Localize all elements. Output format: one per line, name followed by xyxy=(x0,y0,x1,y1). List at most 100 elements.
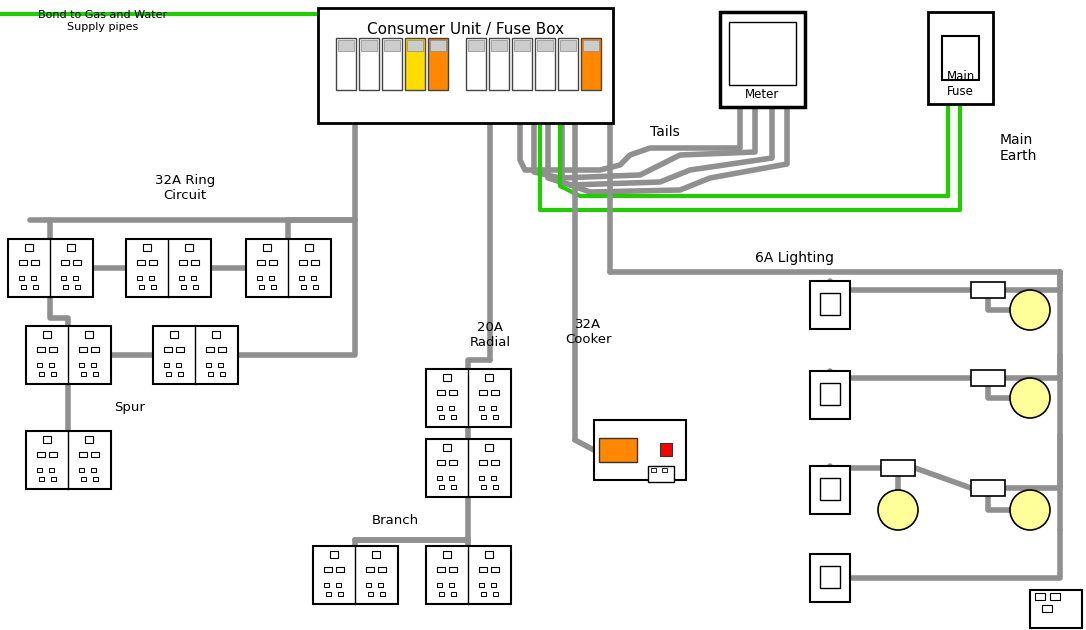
Bar xyxy=(85,436,93,443)
Text: Bond to Gas and Water
Supply pipes: Bond to Gas and Water Supply pipes xyxy=(38,10,167,32)
Bar xyxy=(39,477,43,481)
Bar xyxy=(166,372,171,376)
Bar xyxy=(25,431,111,489)
Bar xyxy=(437,583,442,587)
Bar xyxy=(558,38,578,90)
Bar xyxy=(481,592,487,596)
Bar xyxy=(79,363,85,367)
Bar xyxy=(206,347,214,352)
Bar xyxy=(179,260,187,265)
Bar xyxy=(514,40,530,51)
Bar xyxy=(466,38,487,90)
Bar xyxy=(929,12,993,104)
Bar xyxy=(49,452,56,457)
Bar xyxy=(206,363,212,367)
Bar xyxy=(820,293,839,315)
Bar xyxy=(485,551,493,558)
Bar xyxy=(25,326,111,384)
Bar xyxy=(428,38,449,90)
Bar xyxy=(81,372,86,376)
Bar xyxy=(218,363,224,367)
Bar xyxy=(481,415,487,419)
Bar xyxy=(33,285,38,289)
Bar xyxy=(479,567,488,572)
Bar xyxy=(382,38,402,90)
Bar xyxy=(312,276,316,280)
Bar xyxy=(437,406,442,410)
Bar xyxy=(209,372,213,376)
Bar xyxy=(300,276,304,280)
Bar xyxy=(361,40,377,51)
Bar xyxy=(37,363,41,367)
Bar xyxy=(491,406,496,410)
Circle shape xyxy=(1010,378,1050,418)
Bar xyxy=(449,567,457,572)
Bar xyxy=(820,478,839,500)
Bar xyxy=(338,592,343,596)
Bar xyxy=(1030,590,1082,628)
Bar xyxy=(810,554,850,602)
Bar xyxy=(485,374,493,381)
Bar xyxy=(971,282,1005,298)
Bar xyxy=(560,40,576,51)
Circle shape xyxy=(1010,490,1050,530)
Bar xyxy=(599,438,637,462)
Bar xyxy=(971,480,1005,496)
Bar xyxy=(151,285,155,289)
Bar xyxy=(336,38,356,90)
Bar xyxy=(324,567,331,572)
Bar xyxy=(594,420,686,480)
Bar xyxy=(493,592,498,596)
Bar xyxy=(380,592,386,596)
Bar xyxy=(176,347,184,352)
Bar xyxy=(971,370,1005,386)
Bar xyxy=(437,390,445,395)
Bar xyxy=(368,592,374,596)
Text: 6A Lighting: 6A Lighting xyxy=(755,251,834,265)
Bar xyxy=(245,239,330,297)
Bar xyxy=(372,551,380,558)
Bar xyxy=(366,567,375,572)
Bar xyxy=(449,583,454,587)
Bar xyxy=(191,260,199,265)
Bar xyxy=(181,285,187,289)
Bar xyxy=(21,285,26,289)
Bar xyxy=(426,369,510,427)
Circle shape xyxy=(877,490,918,530)
Bar xyxy=(426,546,510,604)
Bar xyxy=(25,244,33,251)
Text: 20A
Radial: 20A Radial xyxy=(469,321,510,349)
Bar xyxy=(493,415,498,419)
Bar xyxy=(30,276,36,280)
Bar xyxy=(330,551,338,558)
Bar xyxy=(268,276,274,280)
Bar xyxy=(18,260,27,265)
Bar xyxy=(301,285,306,289)
Text: Meter: Meter xyxy=(745,88,780,101)
Bar xyxy=(142,244,151,251)
Bar xyxy=(81,477,86,481)
Bar xyxy=(449,460,457,465)
Bar xyxy=(91,452,99,457)
Text: Tails: Tails xyxy=(651,125,680,139)
Bar xyxy=(263,244,270,251)
Bar xyxy=(186,244,193,251)
Bar xyxy=(258,285,264,289)
Bar xyxy=(426,439,510,497)
Bar xyxy=(451,485,456,489)
Bar xyxy=(729,22,796,85)
Bar xyxy=(662,468,667,472)
Bar xyxy=(651,468,656,472)
Bar xyxy=(439,415,444,419)
Bar xyxy=(720,12,805,107)
Bar xyxy=(79,347,87,352)
Bar xyxy=(378,583,383,587)
Bar xyxy=(270,285,276,289)
Bar xyxy=(139,285,143,289)
Bar xyxy=(443,444,451,451)
Bar xyxy=(378,567,387,572)
Bar xyxy=(407,40,424,51)
Bar xyxy=(479,476,484,480)
Bar xyxy=(63,285,68,289)
Text: 32A
Cooker: 32A Cooker xyxy=(565,318,611,346)
